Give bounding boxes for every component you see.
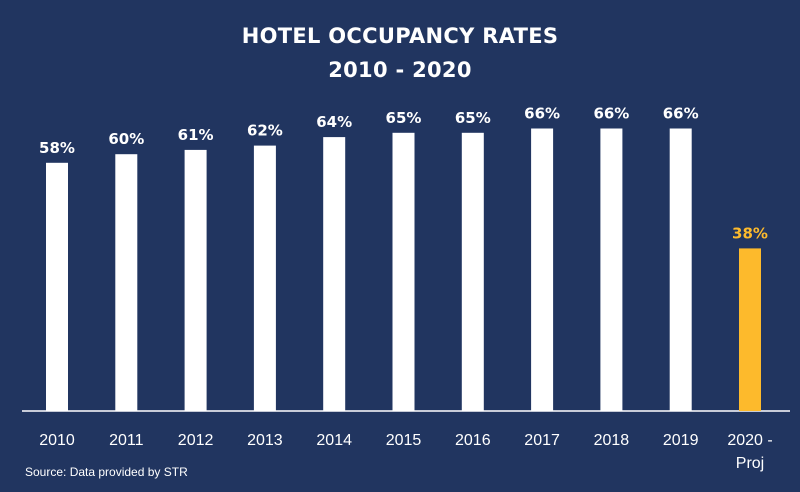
source-note: Source: Data provided by STR	[25, 465, 188, 479]
bar-2014	[323, 137, 346, 411]
chart-title: HOTEL OCCUPANCY RATES	[241, 24, 559, 48]
x-tick-label: 2016	[455, 432, 491, 449]
data-label: 62%	[247, 122, 283, 140]
x-tick-label: 2013	[247, 432, 283, 449]
data-label: 38%	[732, 224, 768, 242]
bar-2015	[392, 132, 415, 412]
bar-2011	[115, 154, 138, 411]
x-tick-label: 2020 -Proj	[727, 432, 772, 472]
bar-2012	[184, 149, 207, 411]
data-label: 66%	[593, 105, 629, 123]
x-tick-label: 2019	[663, 432, 699, 449]
bar-2017	[531, 128, 554, 411]
data-label: 65%	[455, 109, 491, 127]
data-label: 60%	[108, 130, 144, 148]
data-label: 61%	[178, 126, 214, 144]
bar-2016	[461, 132, 484, 412]
bar-2018	[600, 128, 623, 411]
data-label: 66%	[524, 105, 560, 123]
x-tick-label: 2011	[109, 432, 144, 449]
x-tick-label: 2014	[316, 432, 352, 449]
x-tick-label: 2017	[524, 432, 560, 449]
data-label: 58%	[39, 139, 75, 157]
data-label: 66%	[663, 105, 699, 123]
data-label: 65%	[386, 109, 422, 127]
bar-2010	[46, 162, 68, 411]
bar-2013	[253, 145, 276, 411]
bar-2020-proj	[739, 248, 761, 411]
chart-subtitle: 2010 - 2020	[328, 58, 472, 82]
x-tick-label: 2012	[178, 432, 214, 449]
x-tick-label: 2015	[386, 432, 422, 449]
x-tick-label: 2010	[39, 432, 75, 449]
bar-2019	[669, 128, 692, 411]
data-label: 64%	[316, 113, 352, 131]
x-tick-label: 2018	[594, 432, 630, 449]
